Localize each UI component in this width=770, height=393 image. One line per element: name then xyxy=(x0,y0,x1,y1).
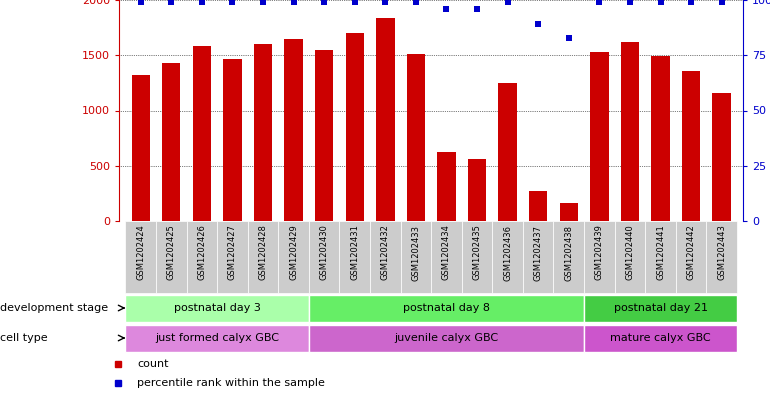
Bar xyxy=(584,221,614,293)
Text: GSM1202435: GSM1202435 xyxy=(473,225,481,281)
Text: GSM1202429: GSM1202429 xyxy=(289,225,298,280)
Bar xyxy=(431,221,462,293)
Bar xyxy=(621,42,639,221)
Text: cell type: cell type xyxy=(0,333,48,343)
Bar xyxy=(560,203,578,221)
Point xyxy=(654,0,667,6)
Bar xyxy=(676,221,706,293)
Text: count: count xyxy=(137,359,169,369)
Bar xyxy=(529,191,547,221)
Bar xyxy=(498,83,517,221)
Text: GSM1202427: GSM1202427 xyxy=(228,225,237,281)
Bar xyxy=(126,294,309,321)
Text: GSM1202432: GSM1202432 xyxy=(381,225,390,281)
Text: postnatal day 21: postnatal day 21 xyxy=(614,303,708,313)
Bar xyxy=(126,325,309,351)
Bar xyxy=(223,59,242,221)
Text: juvenile calyx GBC: juvenile calyx GBC xyxy=(394,333,498,343)
Point xyxy=(196,0,208,6)
Text: GSM1202439: GSM1202439 xyxy=(595,225,604,281)
Bar xyxy=(126,221,156,293)
Bar xyxy=(400,221,431,293)
Bar xyxy=(254,44,273,221)
Point xyxy=(379,0,391,6)
Bar xyxy=(645,221,676,293)
Bar xyxy=(706,221,737,293)
Text: GSM1202426: GSM1202426 xyxy=(197,225,206,281)
Text: percentile rank within the sample: percentile rank within the sample xyxy=(137,378,325,388)
Bar xyxy=(437,152,456,221)
Point xyxy=(135,0,147,6)
Text: GSM1202441: GSM1202441 xyxy=(656,225,665,280)
Bar xyxy=(217,221,248,293)
Text: GSM1202434: GSM1202434 xyxy=(442,225,451,281)
Point xyxy=(318,0,330,6)
Bar xyxy=(132,75,150,221)
Bar xyxy=(682,71,700,221)
Bar xyxy=(584,325,737,351)
Point xyxy=(501,0,514,6)
Bar xyxy=(346,33,364,221)
Bar xyxy=(651,56,670,221)
Bar xyxy=(340,221,370,293)
Bar xyxy=(584,294,737,321)
Bar xyxy=(186,221,217,293)
Text: GSM1202436: GSM1202436 xyxy=(503,225,512,281)
Point xyxy=(165,0,177,6)
Bar xyxy=(309,221,340,293)
Point xyxy=(440,6,453,12)
Bar xyxy=(278,221,309,293)
Point xyxy=(593,0,605,6)
Point xyxy=(471,6,484,12)
Point xyxy=(563,35,575,41)
Point xyxy=(226,0,239,6)
Bar xyxy=(407,54,425,221)
Bar xyxy=(309,325,584,351)
Text: GSM1202430: GSM1202430 xyxy=(320,225,329,281)
Text: GSM1202443: GSM1202443 xyxy=(717,225,726,281)
Text: GSM1202431: GSM1202431 xyxy=(350,225,360,281)
Point xyxy=(257,0,270,6)
Text: GSM1202442: GSM1202442 xyxy=(687,225,695,280)
Bar xyxy=(377,18,394,221)
Text: GSM1202437: GSM1202437 xyxy=(534,225,543,281)
Bar xyxy=(248,221,278,293)
Text: mature calyx GBC: mature calyx GBC xyxy=(610,333,711,343)
Bar xyxy=(156,221,186,293)
Text: postnatal day 8: postnatal day 8 xyxy=(403,303,490,313)
Text: GSM1202433: GSM1202433 xyxy=(411,225,420,281)
Point xyxy=(624,0,636,6)
Text: GSM1202425: GSM1202425 xyxy=(167,225,176,280)
Point xyxy=(532,21,544,28)
Bar xyxy=(492,221,523,293)
Bar xyxy=(370,221,400,293)
Bar xyxy=(712,93,731,221)
Point xyxy=(349,0,361,6)
Point xyxy=(287,0,300,6)
Text: GSM1202440: GSM1202440 xyxy=(625,225,634,280)
Point xyxy=(715,0,728,6)
Point xyxy=(410,0,422,6)
Bar xyxy=(462,221,492,293)
Text: GSM1202424: GSM1202424 xyxy=(136,225,146,280)
Bar xyxy=(614,221,645,293)
Bar xyxy=(162,63,180,221)
Bar xyxy=(468,159,486,221)
Bar xyxy=(590,52,608,221)
Bar xyxy=(309,294,584,321)
Text: just formed calyx GBC: just formed calyx GBC xyxy=(156,333,280,343)
Point xyxy=(685,0,698,6)
Text: GSM1202438: GSM1202438 xyxy=(564,225,574,281)
Bar xyxy=(523,221,554,293)
Text: postnatal day 3: postnatal day 3 xyxy=(174,303,260,313)
Text: GSM1202428: GSM1202428 xyxy=(259,225,267,281)
Bar xyxy=(284,39,303,221)
Bar xyxy=(315,50,333,221)
Text: development stage: development stage xyxy=(0,303,108,313)
Bar xyxy=(554,221,584,293)
Bar xyxy=(192,46,211,221)
